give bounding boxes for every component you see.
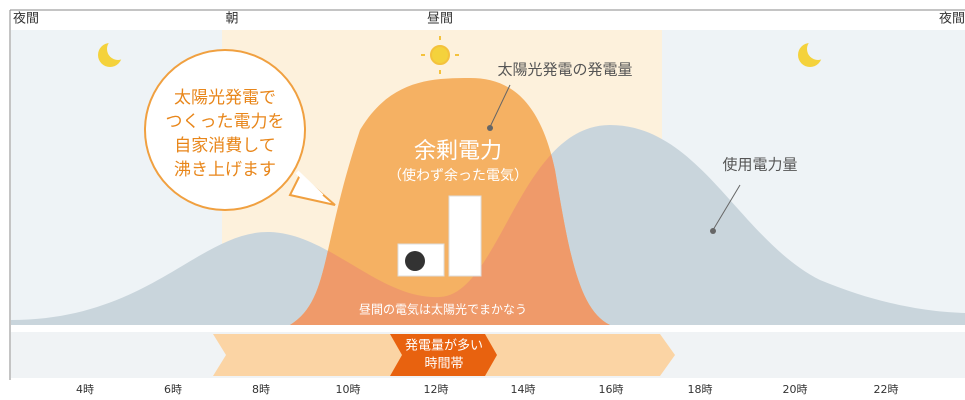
usage-label: 使用電力量 <box>722 156 797 174</box>
hour-label: 6時 <box>164 383 182 396</box>
hour-label: 12時 <box>424 383 449 396</box>
bubble-text: 太陽光発電で <box>174 88 276 108</box>
daytime-note: 昼間の電気は太陽光でまかなう <box>359 302 527 317</box>
hour-label: 14時 <box>511 383 536 396</box>
period-label: 朝 <box>225 12 238 27</box>
period-label: 夜間 <box>939 12 965 27</box>
surplus-title: 余剰電力 <box>414 139 502 164</box>
hour-label: 22時 <box>874 383 899 396</box>
leader-dot <box>487 125 493 131</box>
peak-text: 時間帯 <box>424 357 463 372</box>
hour-label: 18時 <box>688 383 713 396</box>
solar-label: 太陽光発電の発電量 <box>497 61 632 79</box>
tank-unit <box>449 196 481 276</box>
bubble-text: 沸き上げます <box>174 160 276 180</box>
period-label: 夜間 <box>13 12 39 27</box>
peak-text: 発電量が多い <box>405 338 483 354</box>
diagram: 夜間 朝 昼間 夜間太陽光発電でつくった電力を自家消費して沸き上げます 太陽光発電の発電… <box>0 0 965 400</box>
period-label: 昼間 <box>427 12 453 27</box>
hour-label: 8時 <box>252 383 270 396</box>
hour-label: 20時 <box>783 383 808 396</box>
surplus-note: （使わず余った電気） <box>388 167 528 184</box>
hour-label: 4時 <box>76 383 94 396</box>
leader-dot <box>710 228 716 234</box>
bubble-text: 自家消費して <box>174 136 276 156</box>
outdoor-unit <box>398 244 444 276</box>
hour-label: 10時 <box>336 383 361 396</box>
bubble-text: つくった電力を <box>166 112 285 132</box>
hour-label: 16時 <box>599 383 624 396</box>
